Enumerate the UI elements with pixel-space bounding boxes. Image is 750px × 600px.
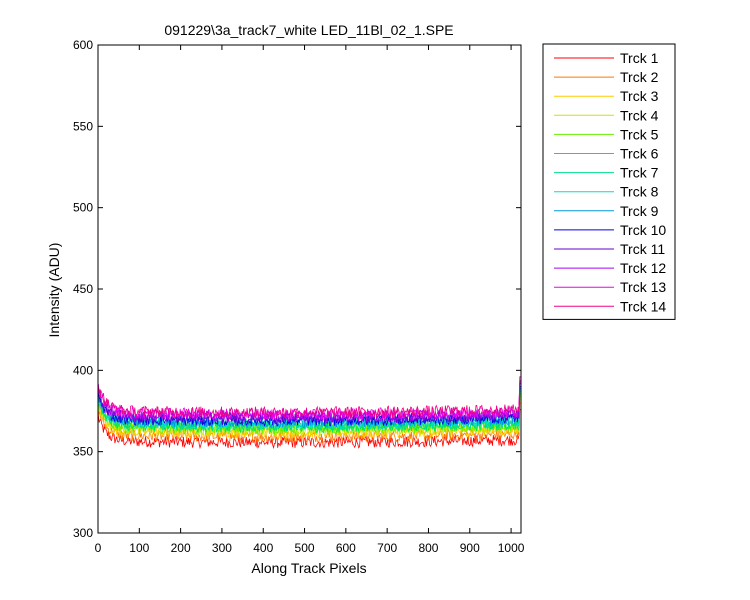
y-tick-label: 450 [73,282,93,296]
x-tick-label: 100 [129,541,149,555]
axis-ticks: 0 100 200 300 400 500 600 700 800 900 1000 300 350 40… [73,38,525,555]
y-tick-label: 300 [73,526,93,540]
legend-label-trck-13: Trck 13 [620,279,666,295]
legend-label-trck-14: Trck 14 [620,298,666,314]
y-tick-label: 550 [73,119,93,133]
series-layer [98,376,521,450]
x-axis-label: Along Track Pixels [251,560,366,576]
x-tick-label: 200 [171,541,191,555]
legend-label-trck-12: Trck 12 [620,260,666,276]
x-tick-label: 500 [295,541,315,555]
x-tick-label: 0 [95,541,102,555]
y-tick-label: 350 [73,445,93,459]
chart-title: 091229\3a_track7_white LED_11Bl_02_1.SPE [164,22,453,38]
x-tick-label: 600 [336,541,356,555]
x-tick-label: 800 [418,541,438,555]
legend-label-trck-9: Trck 9 [620,203,659,219]
x-tick-label: 700 [377,541,397,555]
legend-label-trck-11: Trck 11 [620,241,665,257]
legend-label-trck-5: Trck 5 [620,126,659,142]
y-tick-label: 600 [73,38,93,52]
legend-box [542,43,676,320]
series-line-trck-14 [98,376,521,419]
y-tick-label: 500 [73,201,93,215]
x-tick-label: 1000 [498,541,525,555]
series-line-trck-2 [98,402,521,443]
legend-label-trck-8: Trck 8 [620,184,659,200]
x-tick-label: 900 [460,541,480,555]
legend-label-trck-3: Trck 3 [620,88,659,104]
x-tick-label: 400 [253,541,273,555]
legend-label-trck-2: Trck 2 [620,69,659,85]
plot-area-frame [97,44,522,534]
legend-label-trck-6: Trck 6 [620,146,659,162]
y-tick-label: 400 [73,363,93,377]
x-tick-label: 300 [212,541,232,555]
legend-label-trck-10: Trck 10 [620,222,666,238]
y-axis-label: Intensity (ADU) [46,243,62,338]
legend-label-trck-1: Trck 1 [620,50,659,66]
legend: Trck 1 Trck 2 Trck 3 Trck 4 Trck 5 Trck 6 Trck… [542,43,676,320]
series-line-trck-11 [98,382,521,425]
legend-label-trck-4: Trck 4 [620,107,659,123]
legend-label-trck-7: Trck 7 [620,165,659,181]
